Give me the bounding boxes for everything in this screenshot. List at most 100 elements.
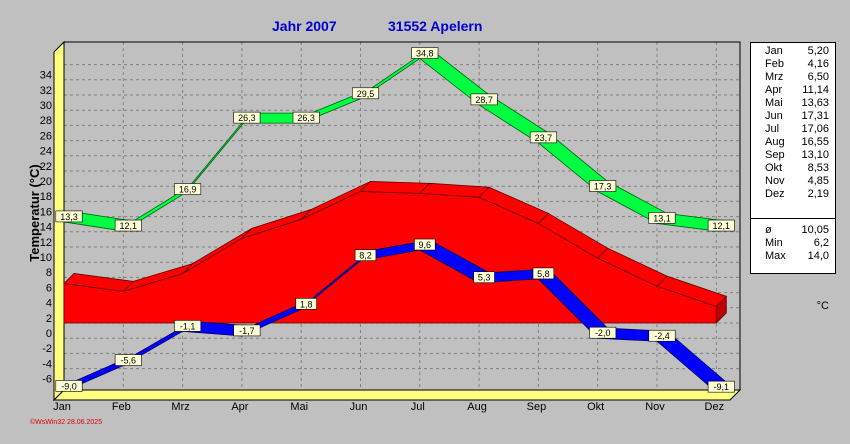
- x-tick-label: Aug: [467, 401, 487, 413]
- x-tick-label: Feb: [112, 401, 131, 413]
- legend-stat-row-value: 6,2: [813, 237, 829, 249]
- min-data-label-box: [354, 249, 377, 261]
- min-data-label-box: [174, 320, 202, 332]
- max-data-label-box: [233, 111, 261, 124]
- y-tick-label: 4: [46, 298, 52, 310]
- x-tick-label: Mai: [290, 401, 308, 413]
- y-tick-label: 12: [40, 237, 52, 249]
- max-data-label: 26,3: [297, 113, 315, 123]
- min-data-label-box: [295, 298, 317, 310]
- y-tick-label: 18: [40, 191, 52, 203]
- y-tick-label: 16: [40, 206, 52, 218]
- x-tick-label: Okt: [587, 401, 604, 413]
- min-data-label-box: [532, 267, 555, 280]
- min-data-label-box: [114, 354, 142, 366]
- x-tick-label: Nov: [645, 401, 665, 413]
- max-data-label: 12,1: [713, 221, 731, 231]
- min-data-label: 5,8: [537, 269, 550, 279]
- legend-month-row: Mai 13,63: [751, 97, 835, 110]
- floor-depth-wall: [52, 389, 742, 401]
- legend-month-row-label: Apr: [765, 84, 783, 96]
- min-data-label: -1,7: [239, 326, 255, 336]
- legend-month-row-value: 4,16: [807, 58, 829, 70]
- min-data-label: 5,3: [478, 273, 491, 283]
- legend-month-row: Apr 11,14: [751, 84, 835, 97]
- legend-month-row-value: 17,06: [801, 123, 829, 135]
- max-data-label: 28,7: [475, 95, 493, 105]
- legend-panel: °C Jan 5,20 Feb 4,16 Mrz 6,50 Apr 11,14 Mai 13,63…: [750, 42, 836, 312]
- min-data-label: -9,0: [61, 381, 77, 391]
- min-data-label: 8,2: [359, 251, 372, 261]
- y-tick-label: 14: [40, 222, 52, 234]
- max-data-label-box: [707, 219, 735, 232]
- min-data-label: -1,1: [180, 321, 196, 331]
- legend-month-row-label: Okt: [765, 162, 783, 174]
- max-data-label-box: [55, 210, 83, 223]
- max-data-label: 12,1: [120, 221, 138, 231]
- legend-stat-row: ø 10,05: [751, 224, 835, 237]
- max-data-label-box: [292, 111, 320, 124]
- chart-year-title: Jahr 2007: [272, 18, 337, 34]
- legend-month-row: Okt 8,53: [751, 162, 835, 175]
- legend-month-row-label: Sep: [765, 149, 785, 161]
- legend-month-row: Nov 4,85: [751, 175, 835, 188]
- y-axis-label: Temperatur (°C): [27, 164, 42, 261]
- x-tick-label: Mrz: [171, 401, 189, 413]
- y-tick-label: 24: [40, 146, 52, 158]
- y-tick-label: 2: [46, 313, 52, 325]
- x-tick-label: Jul: [411, 401, 425, 413]
- max-data-label: 23,7: [535, 133, 553, 143]
- legend-stat-row: Max 14,0: [751, 250, 835, 263]
- legend-month-row-value: 2,19: [807, 188, 829, 200]
- legend-month-row-label: Jan: [765, 45, 783, 57]
- legend-stat-row-label: Min: [765, 237, 783, 249]
- max-data-label-box: [529, 131, 557, 144]
- legend-month-row-label: Jun: [765, 110, 783, 122]
- legend-month-row-value: 13,10: [801, 149, 829, 161]
- max-data-label: 26,3: [238, 113, 256, 123]
- y-tick-label: 8: [46, 267, 52, 279]
- y-tick-label: 22: [40, 161, 52, 173]
- y-tick-label: -4: [42, 358, 52, 370]
- footer-copyright: ©WsWin32 28.06.2025: [30, 419, 103, 426]
- min-data-label: -2,0: [595, 328, 611, 338]
- mean-side-face: [715, 295, 727, 324]
- legend-month-row: Jul 17,06: [751, 123, 835, 136]
- y-tick-label: 34: [40, 70, 52, 82]
- legend-month-row-label: Nov: [765, 175, 785, 187]
- mean-top-band: [359, 181, 431, 194]
- min-data-label-box: [589, 326, 617, 339]
- y-tick-label: -6: [42, 374, 52, 386]
- min-data-label-box: [233, 324, 261, 337]
- x-tick-label: Jan: [53, 401, 71, 413]
- legend-month-row-label: Dez: [765, 188, 785, 200]
- min-data-label-box: [648, 329, 676, 342]
- legend-month-row-value: 8,53: [807, 162, 829, 174]
- legend-month-row-value: 16,55: [801, 136, 829, 148]
- min-data-label-box: [414, 238, 436, 251]
- x-tick-label: Jun: [350, 401, 368, 413]
- y-tick-label: 26: [40, 130, 52, 142]
- legend-month-row-label: Mrz: [765, 71, 784, 83]
- max-data-label-box: [411, 47, 439, 59]
- max-data-label: 13,3: [60, 212, 78, 222]
- max-data-label-box: [470, 93, 498, 106]
- y-tick-label: 10: [40, 252, 52, 264]
- legend-month-row-value: 17,31: [801, 110, 829, 122]
- legend-unit: °C: [816, 300, 829, 312]
- legend-stat-row-label: ø: [765, 224, 772, 236]
- max-data-label: 29,5: [357, 89, 375, 99]
- min-data-label: -5,6: [121, 356, 137, 366]
- legend-month-row-value: 6,50: [807, 71, 829, 83]
- legend-month-row-label: Jul: [765, 123, 780, 135]
- y-tick-label: 6: [46, 282, 52, 294]
- legend-stat-row-label: Max: [765, 250, 786, 262]
- max-data-label: 17,3: [594, 182, 612, 192]
- legend-month-row-value: 5,20: [807, 45, 829, 57]
- max-data-label-box: [351, 87, 379, 100]
- legend-month-row: Jun 17,31: [751, 110, 835, 123]
- max-data-label-box: [589, 180, 617, 192]
- legend-month-row: Jan 5,20: [751, 45, 835, 58]
- max-data-label-box: [114, 219, 142, 232]
